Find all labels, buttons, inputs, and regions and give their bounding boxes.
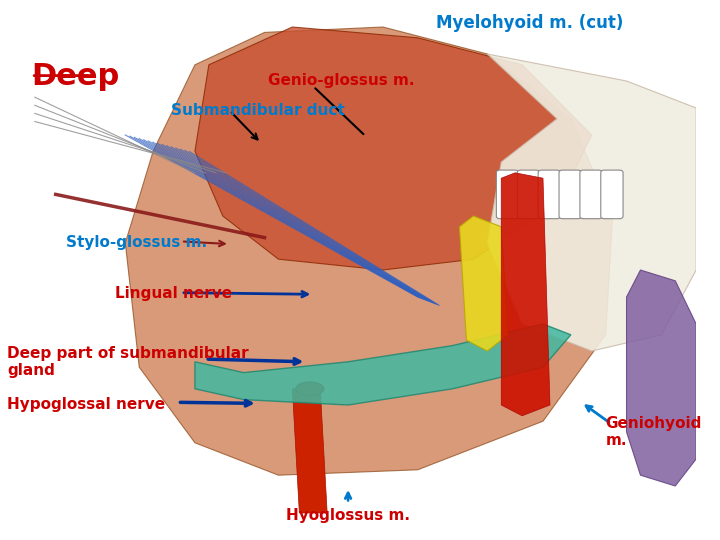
Text: Genio-glossus m.: Genio-glossus m. [268, 73, 415, 88]
Polygon shape [195, 27, 592, 270]
FancyBboxPatch shape [517, 170, 539, 219]
Polygon shape [626, 270, 696, 486]
Polygon shape [125, 27, 613, 475]
FancyBboxPatch shape [600, 170, 623, 219]
Text: Submandibular duct: Submandibular duct [171, 103, 344, 118]
Polygon shape [487, 54, 696, 351]
Text: Hypoglossal nerve: Hypoglossal nerve [7, 397, 165, 412]
Polygon shape [195, 324, 571, 405]
FancyBboxPatch shape [538, 170, 560, 219]
Text: Geniohyoid
m.: Geniohyoid m. [606, 416, 702, 448]
FancyBboxPatch shape [580, 170, 602, 219]
Text: Hyoglossus m.: Hyoglossus m. [286, 508, 410, 523]
Polygon shape [292, 389, 327, 513]
Polygon shape [459, 216, 508, 351]
Text: Deep part of submandibular
gland: Deep part of submandibular gland [7, 346, 248, 378]
Ellipse shape [296, 382, 324, 395]
FancyBboxPatch shape [559, 170, 581, 219]
Text: Stylo-glossus m.: Stylo-glossus m. [66, 235, 207, 250]
FancyBboxPatch shape [496, 170, 518, 219]
Polygon shape [501, 173, 550, 416]
Text: Myelohyoid m. (cut): Myelohyoid m. (cut) [436, 14, 623, 31]
Text: Deep: Deep [32, 62, 120, 91]
Text: Lingual nerve: Lingual nerve [115, 286, 232, 301]
